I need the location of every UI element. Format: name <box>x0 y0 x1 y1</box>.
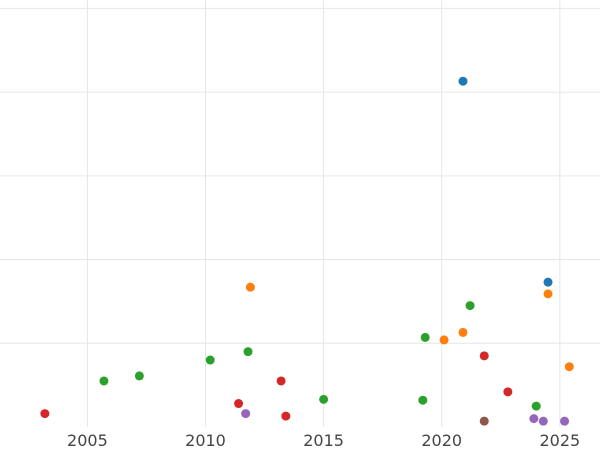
data-point-series4-0 <box>241 409 251 419</box>
data-point-series2-5 <box>418 395 428 405</box>
data-point-series2-3 <box>243 347 253 357</box>
x-tick-label-2005: 2005 <box>67 431 108 450</box>
data-point-series3-4 <box>479 351 489 361</box>
data-point-series4-2 <box>538 416 548 426</box>
data-point-series1-3 <box>543 289 553 299</box>
x-tick-label-2020: 2020 <box>421 431 462 450</box>
chart-points <box>40 76 574 426</box>
data-point-series2-6 <box>420 332 430 342</box>
data-point-series5-0 <box>479 416 489 426</box>
data-point-series3-0 <box>40 409 50 419</box>
data-point-series1-1 <box>439 335 449 345</box>
data-point-series3-1 <box>234 399 244 409</box>
data-point-series0-1 <box>543 277 553 287</box>
data-point-series2-1 <box>134 371 144 381</box>
data-point-series1-0 <box>245 282 255 292</box>
data-point-series2-4 <box>319 394 329 404</box>
data-point-series3-2 <box>276 376 286 386</box>
data-point-series2-0 <box>99 376 109 386</box>
data-point-series0-0 <box>458 76 468 86</box>
chart-grid <box>0 0 600 427</box>
data-point-series1-2 <box>458 327 468 337</box>
data-point-series3-5 <box>503 387 513 397</box>
x-tick-label-2025: 2025 <box>539 431 580 450</box>
data-point-series4-1 <box>529 414 539 424</box>
x-tick-label-2010: 2010 <box>185 431 226 450</box>
data-point-series4-3 <box>560 416 570 426</box>
x-tick-label-2015: 2015 <box>303 431 344 450</box>
x-axis-ticks: 2005 2010 2015 2020 2025 <box>67 431 580 450</box>
data-point-series1-4 <box>564 362 574 372</box>
data-point-series2-8 <box>531 401 541 411</box>
data-point-series2-2 <box>205 355 215 365</box>
data-point-series2-7 <box>465 301 475 311</box>
data-point-series3-3 <box>281 411 291 421</box>
